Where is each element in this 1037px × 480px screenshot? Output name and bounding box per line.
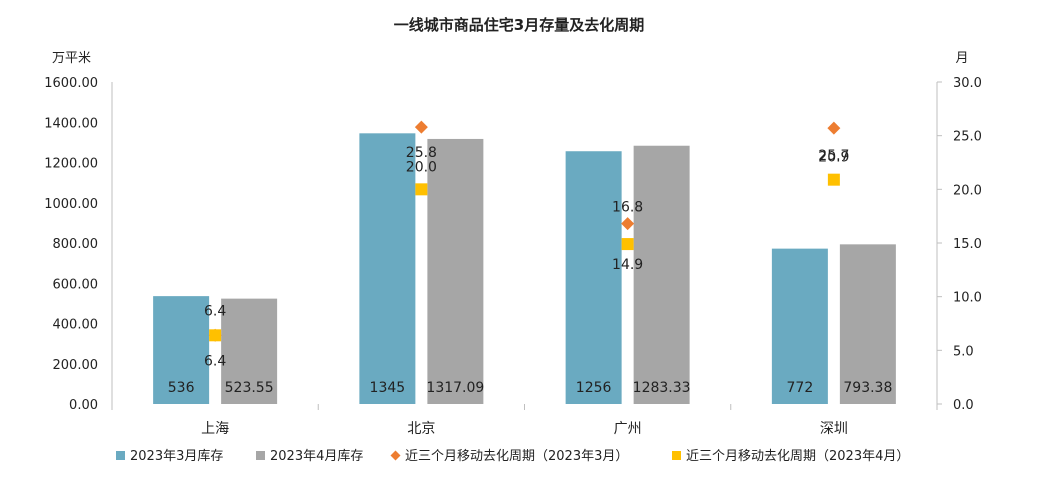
- marker-value-label: 16.8: [612, 200, 643, 216]
- y-right-tick-label: 30.0: [953, 76, 982, 91]
- data-labels: 536 1345 1256 772 523.55 1317.09 1283.33 793.38…: [168, 145, 893, 396]
- x-tick-label: 广州: [614, 421, 642, 437]
- bar-value-label: 1317.09: [426, 380, 484, 396]
- bar-value-label: 523.55: [225, 380, 274, 396]
- legend-swatch: [116, 451, 125, 460]
- bar-value-label: 536: [168, 380, 195, 396]
- bar-value-label: 793.38: [843, 380, 892, 396]
- legend-label: 近三个月移动去化周期（2023年3月）: [405, 449, 628, 464]
- y-right-tick-label: 0.0: [953, 398, 974, 413]
- y-left-tick-label: 1400.00: [44, 116, 98, 131]
- x-axis: 上海 北京 广州 深圳: [111, 404, 938, 437]
- bar: [359, 133, 416, 404]
- y-left-unit: 万平米: [52, 51, 91, 66]
- y-right-tick-label: 5.0: [953, 344, 974, 359]
- y-right-axis: 0.0 5.0 10.0 15.0 20.0 25.0 30.0: [936, 76, 982, 413]
- marker-value-label: 20.9: [818, 150, 849, 166]
- bar: [221, 298, 278, 404]
- marker-value-label: 6.4: [204, 303, 226, 319]
- y-left-tick-label: 200.00: [53, 358, 99, 373]
- y-left-tick-label: 1200.00: [44, 157, 98, 172]
- legend-label: 2023年4月库存: [270, 448, 363, 464]
- y-left-tick-label: 400.00: [53, 318, 99, 333]
- x-tick-label: 北京: [407, 421, 435, 437]
- marker-value-label: 6.4: [204, 353, 226, 369]
- bar-value-label: 1283.33: [633, 380, 691, 396]
- marker-square: [827, 173, 840, 186]
- legend-swatch: [672, 451, 681, 460]
- y-left-tick-label: 1000.00: [44, 197, 98, 212]
- chart-title: 一线城市商品住宅3月存量及去化周期: [394, 16, 644, 34]
- marker-value-label: 14.9: [612, 257, 643, 273]
- marker-value-label: 20.0: [406, 159, 437, 175]
- marker-value-label: 25.8: [406, 145, 437, 161]
- marker-diamond: [827, 121, 841, 135]
- marker-square: [621, 238, 634, 251]
- x-tick-label: 上海: [201, 421, 229, 437]
- bar: [771, 248, 828, 404]
- bar: [839, 244, 896, 404]
- bar: [565, 151, 622, 404]
- legend-label: 2023年3月库存: [130, 448, 223, 464]
- marker-diamond: [414, 120, 428, 134]
- y-right-tick-label: 20.0: [953, 183, 982, 198]
- legend-swatch: [256, 451, 265, 460]
- bar-value-label: 1345: [370, 380, 406, 396]
- bar-value-label: 772: [787, 380, 814, 396]
- y-left-tick-label: 800.00: [53, 237, 99, 252]
- legend-label: 近三个月移动去化周期（2023年4月）: [686, 449, 909, 464]
- marker-square: [209, 329, 222, 342]
- bar: [427, 138, 484, 404]
- bar-value-label: 1256: [576, 380, 612, 396]
- x-tick-label: 深圳: [820, 421, 848, 437]
- bar-marks: [153, 133, 896, 404]
- y-right-unit: 月: [955, 51, 968, 66]
- bar: [153, 296, 210, 404]
- marker-square: [415, 183, 428, 196]
- y-right-tick-label: 10.0: [953, 291, 982, 306]
- legend-swatch: [390, 450, 401, 461]
- y-left-tick-label: 600.00: [53, 277, 99, 292]
- y-right-tick-label: 25.0: [953, 130, 982, 145]
- legend: 2023年3月库存 2023年4月库存 近三个月移动去化周期（2023年3月） 近三个…: [116, 448, 909, 464]
- marker-diamond: [621, 217, 635, 231]
- marker-marks: [208, 120, 841, 342]
- bar: [633, 145, 690, 404]
- y-left-tick-label: 1600.00: [44, 76, 98, 91]
- marker-value-label: 25.7: [818, 148, 849, 164]
- y-left-axis: 0.00 200.00 400.00 600.00 800.00 1000.00 1200.…: [44, 76, 113, 413]
- y-left-tick-label: 0.00: [69, 398, 98, 413]
- y-right-tick-label: 15.0: [953, 237, 982, 252]
